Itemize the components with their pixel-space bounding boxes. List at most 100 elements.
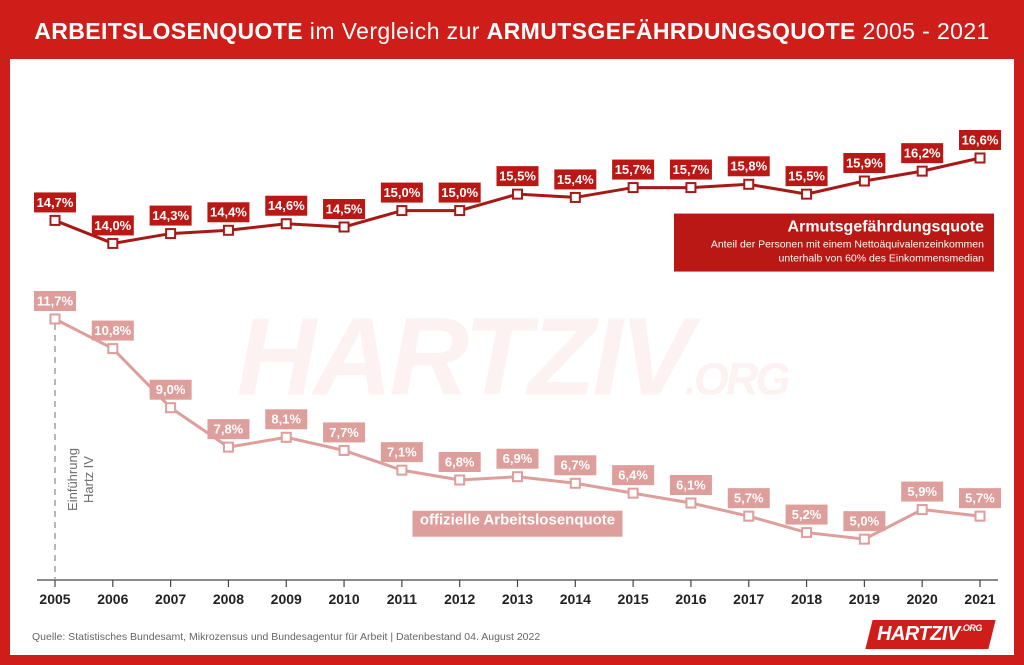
frame: ARBEITSLOSENQUOTE im Vergleich zur ARMUT… xyxy=(0,0,1024,665)
value-label: 15,0% xyxy=(441,185,478,200)
year-label: 2007 xyxy=(155,591,186,607)
data-marker xyxy=(686,183,695,192)
data-marker xyxy=(455,476,464,485)
year-label: 2016 xyxy=(675,591,706,607)
title-word-2: ARMUTSGEFÄHRDUNGSQUOTE xyxy=(487,18,856,44)
data-marker xyxy=(976,154,985,163)
value-label: 15,5% xyxy=(788,169,825,184)
value-label: 15,0% xyxy=(383,185,420,200)
value-label: 14,4% xyxy=(210,205,247,220)
data-marker xyxy=(571,193,580,202)
data-marker xyxy=(51,315,60,324)
intro-label-1: Einführung xyxy=(65,448,80,511)
year-label: 2021 xyxy=(964,591,995,607)
value-label: 16,6% xyxy=(962,132,999,147)
year-label: 2009 xyxy=(271,591,302,607)
logo-sub: .ORG xyxy=(961,623,982,633)
value-label: 6,8% xyxy=(445,454,475,469)
data-marker xyxy=(340,223,349,232)
value-label: 6,1% xyxy=(676,477,706,492)
intro-label-2: Hartz IV xyxy=(81,456,96,503)
value-label: 5,7% xyxy=(734,491,764,506)
value-label: 14,5% xyxy=(326,201,363,216)
data-marker xyxy=(802,528,811,537)
brand-logo: HARTZIV.ORG xyxy=(866,620,996,649)
data-marker xyxy=(918,167,927,176)
data-marker xyxy=(860,177,869,186)
value-label: 7,1% xyxy=(387,445,417,460)
data-marker xyxy=(224,443,233,452)
unemployment-callout-text: offizielle Arbeitslosenquote xyxy=(420,512,615,529)
year-label: 2012 xyxy=(444,591,475,607)
value-label: 9,0% xyxy=(156,382,186,397)
poverty-callout-title: Armutsgefährdungsquote xyxy=(788,219,985,236)
year-label: 2005 xyxy=(39,591,70,607)
value-label: 15,9% xyxy=(846,155,883,170)
value-label: 15,7% xyxy=(673,162,710,177)
value-label: 5,2% xyxy=(792,507,822,522)
poverty-callout-sub1: Anteil der Personen mit einem Nettoäquiv… xyxy=(711,239,984,251)
year-label: 2013 xyxy=(502,591,533,607)
data-marker xyxy=(108,239,117,248)
year-label: 2010 xyxy=(328,591,359,607)
data-marker xyxy=(397,466,406,475)
data-marker xyxy=(918,505,927,514)
chart-area: HARTZIV.ORG 2005200620072008200920102011… xyxy=(10,59,1014,655)
value-label: 14,3% xyxy=(152,208,189,223)
data-marker xyxy=(976,512,985,521)
data-marker xyxy=(455,206,464,215)
year-label: 2014 xyxy=(560,591,591,607)
data-marker xyxy=(744,512,753,521)
data-marker xyxy=(166,403,175,412)
value-label: 11,7% xyxy=(37,293,74,308)
data-marker xyxy=(629,489,638,498)
value-label: 5,9% xyxy=(907,484,937,499)
data-marker xyxy=(629,183,638,192)
data-marker xyxy=(744,180,753,189)
value-label: 15,7% xyxy=(615,162,652,177)
logo-main: HARTZIV xyxy=(877,623,960,645)
year-label: 2017 xyxy=(733,591,764,607)
value-label: 7,7% xyxy=(329,425,359,440)
value-label: 5,0% xyxy=(850,514,880,529)
year-label: 2020 xyxy=(907,591,938,607)
data-marker xyxy=(686,499,695,508)
value-label: 5,7% xyxy=(965,491,995,506)
data-marker xyxy=(340,446,349,455)
value-label: 7,8% xyxy=(214,422,244,437)
chart-svg: 2005200620072008200920102011201220132014… xyxy=(10,59,1014,655)
title-tail: 2005 - 2021 xyxy=(856,18,990,44)
year-label: 2018 xyxy=(791,591,822,607)
data-marker xyxy=(51,216,60,225)
data-marker xyxy=(513,472,522,481)
year-label: 2006 xyxy=(97,591,128,607)
title-mid: im Vergleich zur xyxy=(303,18,487,44)
title-word-1: ARBEITSLOSENQUOTE xyxy=(34,18,303,44)
value-label: 6,4% xyxy=(618,468,648,483)
year-label: 2011 xyxy=(387,591,418,607)
value-label: 6,9% xyxy=(503,451,533,466)
value-label: 14,7% xyxy=(37,195,74,210)
data-marker xyxy=(397,206,406,215)
data-marker xyxy=(224,226,233,235)
value-label: 16,2% xyxy=(904,146,941,161)
data-marker xyxy=(108,344,117,353)
value-label: 15,4% xyxy=(557,172,594,187)
title-bar: ARBEITSLOSENQUOTE im Vergleich zur ARMUT… xyxy=(10,10,1014,59)
value-label: 10,8% xyxy=(94,323,131,338)
series-line xyxy=(55,319,980,539)
value-label: 15,8% xyxy=(730,159,767,174)
source-text: Quelle: Statistisches Bundesamt, Mikroze… xyxy=(32,631,540,643)
year-label: 2019 xyxy=(849,591,880,607)
value-label: 8,1% xyxy=(271,412,301,427)
data-marker xyxy=(282,219,291,228)
year-label: 2015 xyxy=(618,591,649,607)
data-marker xyxy=(860,535,869,544)
data-marker xyxy=(571,479,580,488)
footer: Quelle: Statistisches Bundesamt, Mikroze… xyxy=(10,607,1014,655)
value-label: 14,6% xyxy=(268,198,305,213)
value-label: 6,7% xyxy=(560,458,590,473)
data-marker xyxy=(282,433,291,442)
data-marker xyxy=(802,190,811,199)
value-label: 15,5% xyxy=(499,169,536,184)
